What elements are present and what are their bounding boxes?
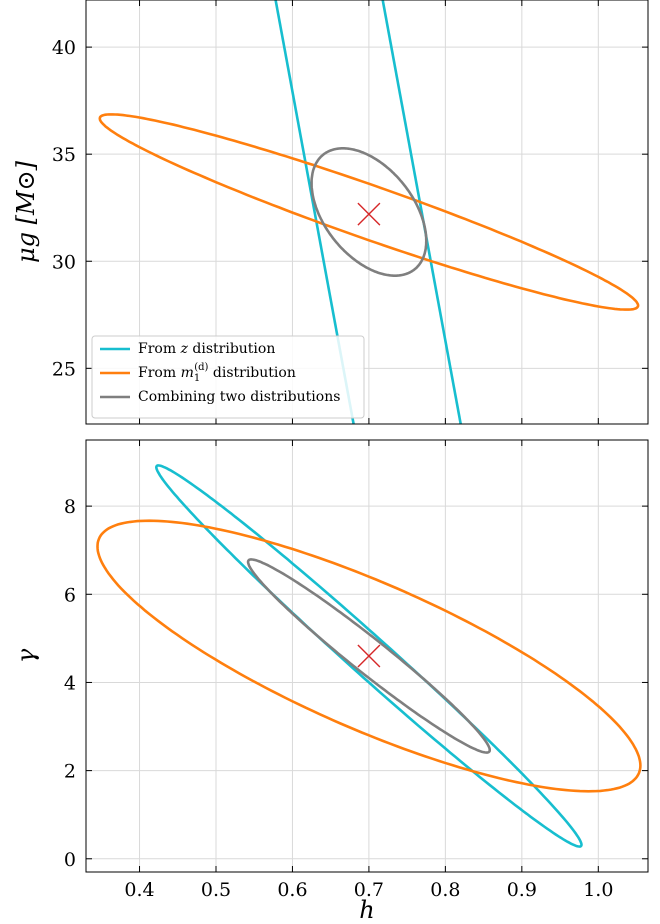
x-axis-label: h (359, 896, 374, 924)
truth-marker-stroke (357, 644, 381, 668)
y-tick-label: 40 (52, 37, 76, 59)
y-tick-label: 25 (52, 358, 76, 380)
x-tick-label: 0.5 (201, 879, 231, 901)
x-tick-label: 0.4 (124, 879, 154, 901)
y-tick-label: 6 (64, 584, 76, 606)
top-panel: 25 30 35 40 From z distribution From m1(d) d… (12, 0, 649, 425)
legend-box (91, 335, 365, 419)
top-ticks: 25 30 35 40 (52, 0, 648, 424)
bottom-y-axis-label: γ (12, 648, 40, 663)
truth-marker-stroke (357, 202, 381, 226)
y-tick-label: 0 (64, 849, 76, 871)
y-tick-label: 2 (64, 761, 76, 783)
legend-label: From m1(d) distribution (138, 362, 296, 384)
x-tick-label: 0.9 (507, 879, 537, 901)
bottom-grid (86, 440, 648, 872)
top-truth-marker (357, 202, 381, 226)
y-tick-label: 8 (64, 496, 76, 518)
bottom-ticks: 0.4 0.5 0.6 0.7 0.8 0.9 1.0 0 2 4 6 8 (64, 440, 648, 901)
contour-combined (246, 558, 491, 754)
legend: From z distribution From m1(d) distributi… (91, 335, 365, 419)
x-tick-label: 0.8 (430, 879, 460, 901)
bottom-panel: 0.4 0.5 0.6 0.7 0.8 0.9 1.0 0 2 4 6 8 γ h (12, 439, 649, 924)
y-tick-label: 30 (52, 251, 76, 273)
contour-from-m1 (98, 113, 640, 311)
x-tick-label: 0.6 (277, 879, 307, 901)
bottom-series (96, 464, 642, 848)
x-tick-label: 1.0 (583, 879, 613, 901)
legend-label: From z distribution (138, 341, 275, 357)
y-tick-label: 35 (52, 144, 76, 166)
legend-label: Combining two distributions (138, 389, 340, 405)
top-y-axis-label: μg [M⊙] (12, 160, 40, 263)
y-tick-label: 4 (64, 672, 76, 694)
contour-from-m1 (96, 519, 642, 793)
bottom-frame (85, 439, 649, 873)
bottom-truth-marker (357, 644, 381, 668)
top-frame (85, 0, 649, 425)
contour-from-z (381, 0, 462, 424)
contour-combined (310, 147, 428, 277)
x-tick-label: 0.7 (354, 879, 384, 901)
